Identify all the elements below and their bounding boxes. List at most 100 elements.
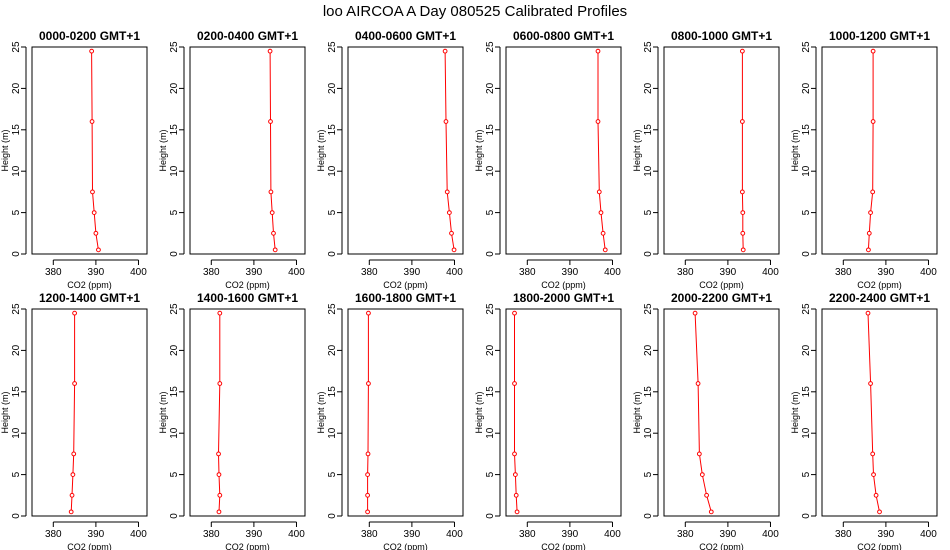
- profile-point: [217, 381, 223, 386]
- x-axis-label: CO2 (ppm): [383, 280, 428, 290]
- profile-point: [868, 381, 873, 386]
- x-tick-label: 390: [246, 267, 263, 278]
- x-axis-label: CO2 (ppm): [857, 542, 902, 550]
- profile-point: [90, 189, 95, 195]
- y-tick-label: 5: [643, 471, 654, 477]
- y-tick-label: 15: [11, 386, 22, 398]
- profile-point: [365, 472, 370, 478]
- y-tick-label: 25: [169, 303, 180, 315]
- profile-point: [870, 119, 876, 124]
- profile-point: [739, 48, 745, 54]
- y-axis-label: Height (m): [316, 391, 326, 433]
- y-tick-label: 10: [11, 427, 22, 439]
- profile-line: [269, 51, 276, 250]
- profile-point: [866, 247, 871, 253]
- profile-line: [867, 313, 880, 513]
- profile-point: [699, 472, 705, 478]
- profile-point: [68, 509, 74, 515]
- y-tick-label: 25: [485, 41, 496, 53]
- panel-title: 1800-2000 GMT+1: [513, 291, 614, 305]
- panels-group: 0000-0200 GMT+1 380 390 400 0 5 10 15 20 25 CO2 (p…: [0, 29, 938, 550]
- plot-frame: [505, 308, 622, 517]
- profile-point: [595, 119, 601, 124]
- profile-line: [867, 51, 874, 250]
- y-tick-label: 25: [643, 303, 654, 315]
- profile-point: [72, 310, 77, 316]
- profile-line: [514, 313, 518, 512]
- x-tick-label: 390: [878, 267, 895, 278]
- profile-panel: 2000-2200 GMT+1 380 390 400 0 5 10 15 20 25 CO2 (p…: [632, 291, 780, 550]
- y-tick-label: 10: [643, 165, 654, 177]
- profile-line: [367, 313, 369, 512]
- x-tick-label: 380: [519, 529, 536, 540]
- x-tick-label: 380: [45, 529, 62, 540]
- panel-title: 0000-0200 GMT+1: [39, 29, 140, 43]
- profile-point: [267, 48, 273, 54]
- profile-point: [739, 189, 745, 195]
- profile-point: [71, 451, 77, 457]
- x-tick-label: 400: [446, 267, 463, 278]
- y-tick-label: 20: [11, 82, 22, 94]
- profile-point: [512, 451, 517, 457]
- profile-point: [514, 509, 520, 515]
- profile-point: [708, 509, 714, 515]
- profile-point: [868, 210, 873, 216]
- x-tick-label: 390: [88, 267, 105, 278]
- profile-point: [444, 189, 450, 195]
- profile-point: [740, 247, 746, 253]
- y-tick-label: 0: [485, 251, 496, 257]
- x-axis-label: CO2 (ppm): [541, 542, 586, 550]
- panel-title: 2200-2400 GMT+1: [829, 291, 930, 305]
- profile-point: [598, 210, 604, 216]
- y-tick-label: 20: [327, 344, 338, 356]
- x-axis-label: CO2 (ppm): [67, 542, 112, 550]
- profile-point: [740, 230, 746, 236]
- profile-point: [91, 210, 97, 216]
- panel-title: 1000-1200 GMT+1: [829, 29, 930, 43]
- profile-point: [696, 451, 702, 457]
- profile-point: [870, 189, 876, 195]
- x-tick-label: 380: [835, 267, 852, 278]
- profile-panel: 0600-0800 GMT+1 380 390 400 0 5 10 15 20 25 CO2 (p…: [474, 29, 622, 290]
- y-tick-label: 10: [11, 165, 22, 177]
- y-tick-label: 10: [169, 165, 180, 177]
- x-tick-label: 380: [361, 529, 378, 540]
- y-tick-label: 25: [327, 303, 338, 315]
- profile-point: [70, 472, 76, 478]
- y-tick-label: 25: [327, 41, 338, 53]
- y-tick-label: 10: [485, 427, 496, 439]
- y-tick-label: 10: [327, 427, 338, 439]
- y-axis-label: Height (m): [0, 391, 10, 433]
- profile-point: [217, 310, 223, 316]
- plot-frame: [189, 46, 306, 255]
- x-axis-label: CO2 (ppm): [699, 542, 744, 550]
- y-tick-label: 0: [485, 513, 496, 519]
- profile-point: [877, 509, 882, 515]
- profile-panel: 1000-1200 GMT+1 380 390 400 0 5 10 15 20 25 CO2 (p…: [790, 29, 938, 290]
- plot-frame: [821, 46, 938, 255]
- plot-frame: [347, 46, 464, 255]
- panel-title: 1400-1600 GMT+1: [197, 291, 298, 305]
- y-tick-label: 15: [11, 124, 22, 136]
- y-tick-label: 15: [169, 124, 180, 136]
- x-tick-label: 400: [762, 267, 779, 278]
- y-tick-label: 5: [169, 471, 180, 477]
- y-tick-label: 0: [801, 513, 812, 519]
- x-tick-label: 400: [446, 529, 463, 540]
- profile-point: [512, 472, 518, 478]
- plot-frame: [347, 308, 464, 517]
- panel-title: 0200-0400 GMT+1: [197, 29, 298, 43]
- y-axis-label: Height (m): [474, 391, 484, 433]
- y-tick-label: 20: [327, 82, 338, 94]
- y-tick-label: 5: [801, 471, 812, 477]
- y-tick-label: 20: [801, 82, 812, 94]
- y-tick-label: 0: [643, 251, 654, 257]
- profile-point: [870, 451, 876, 457]
- profile-point: [739, 119, 745, 124]
- plot-frame: [821, 308, 938, 517]
- x-axis-label: CO2 (ppm): [383, 542, 428, 550]
- profile-panel: 0400-0600 GMT+1 380 390 400 0 5 10 15 20 25 CO2 (p…: [316, 29, 464, 290]
- y-axis-label: Height (m): [790, 129, 800, 171]
- x-tick-label: 390: [720, 267, 737, 278]
- x-axis-label: CO2 (ppm): [225, 542, 270, 550]
